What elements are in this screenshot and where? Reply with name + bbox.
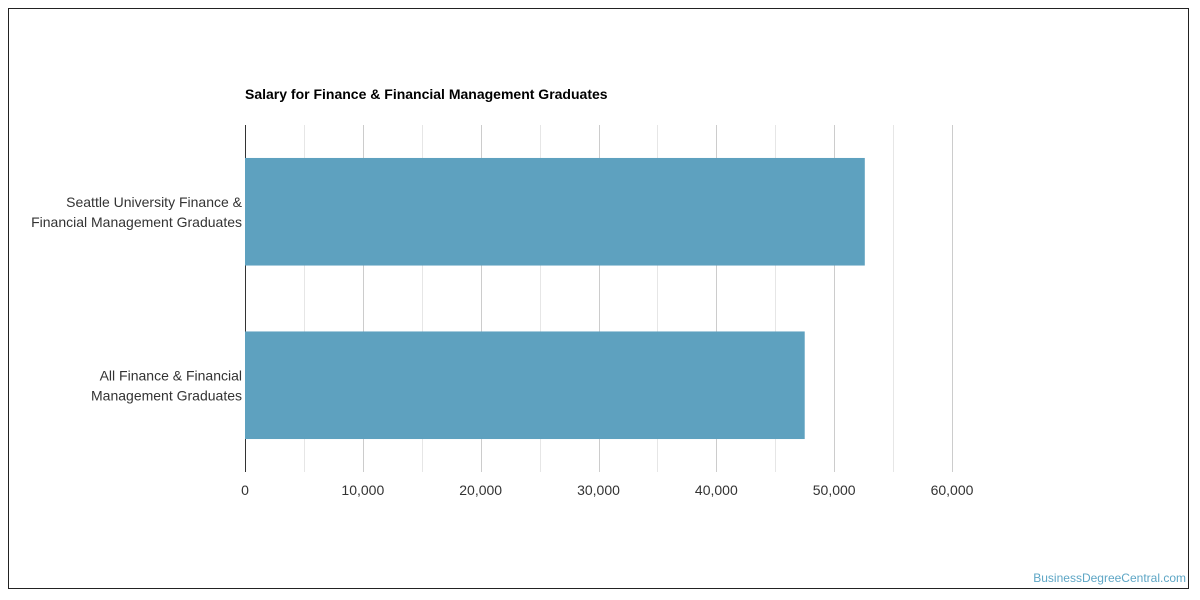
x-tick-label: 60,000 xyxy=(931,482,974,498)
x-tick-label: 10,000 xyxy=(341,482,384,498)
x-tick-label: 50,000 xyxy=(813,482,856,498)
category-label: All Finance & Financial Management Gradua… xyxy=(91,367,242,403)
x-tick-label: 40,000 xyxy=(695,482,738,498)
x-tick-label: 0 xyxy=(241,482,249,498)
x-tick-label: 20,000 xyxy=(459,482,502,498)
bars xyxy=(245,157,865,440)
category-label-line: Management Graduates xyxy=(91,387,242,403)
category-label: Seattle University Finance & Financial Ma… xyxy=(31,194,243,230)
category-label-line: All Finance & Financial xyxy=(100,367,242,383)
category-labels: Seattle University Finance & Financial Ma… xyxy=(31,194,243,404)
chart-title: Salary for Finance & Financial Managemen… xyxy=(245,86,608,102)
bar xyxy=(245,331,805,440)
chart-frame xyxy=(8,8,1189,589)
category-label-line: Seattle University Finance & xyxy=(66,194,243,210)
watermark-link[interactable]: BusinessDegreeCentral.com xyxy=(1033,571,1186,585)
category-label-line: Financial Management Graduates xyxy=(31,214,242,230)
x-tick-label: 30,000 xyxy=(577,482,620,498)
x-axis-ticks: 0 10,000 20,000 30,000 40,000 50,000 60,000 xyxy=(241,482,974,498)
bar xyxy=(245,157,865,266)
